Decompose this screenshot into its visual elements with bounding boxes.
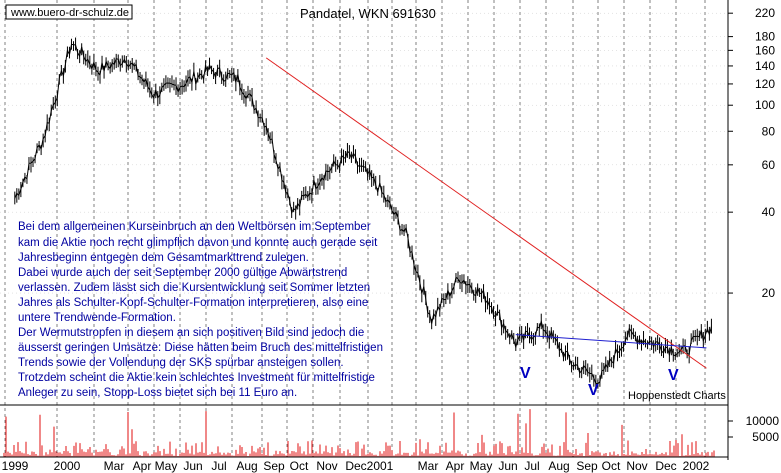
chart-title: Pandatel, WKN 691630 <box>300 6 436 21</box>
x-tick-label: Jun <box>498 459 517 473</box>
price-series <box>14 37 712 392</box>
annotation-line: Bei dem allgemeinen Kurseinbruch an den … <box>18 221 371 233</box>
downtrend-line <box>265 57 707 369</box>
x-tick-labels: 1999 2000 Mar Apr May Jun Jul Aug Sep Oct Nov Dec 20… <box>2 459 710 473</box>
x-tick-label: Dec <box>655 459 676 473</box>
x-tick-label: May <box>470 459 493 473</box>
site-label: www.buero-dr-schulz.de <box>10 7 129 19</box>
annotation-line: untere Trendwende-Formation. <box>18 312 176 324</box>
price-line <box>14 43 712 385</box>
x-tick-label: Mar <box>418 459 439 473</box>
x-tick-label: 1999 <box>2 459 29 473</box>
x-tick-label: Oct <box>602 459 621 473</box>
annotation-text-block: Bei dem allgemeinen Kurseinbruch an den … <box>18 221 383 399</box>
x-tick-label: Nov <box>316 459 337 473</box>
x-tick-label: 2000 <box>54 459 81 473</box>
y-tick-label: 100 <box>755 98 775 112</box>
annotation-line: Trotzdem scheint die Aktie kein schlecht… <box>18 372 375 384</box>
annotation-line: Dabei wurde auch der seit September 2000… <box>18 267 347 279</box>
volume-tick-labels: 10000 5000 <box>728 414 779 444</box>
y-tick-label: 60 <box>762 158 776 172</box>
x-tick-label: Sep <box>263 459 285 473</box>
x-tick-label: Apr <box>133 459 152 473</box>
annotation-line: kam die Aktie noch recht glimpflich davo… <box>18 237 378 249</box>
y-tick-label: 180 <box>755 30 775 44</box>
x-tick-label: Aug <box>236 459 257 473</box>
site-label-box <box>5 4 133 20</box>
x-tick-label: Mar <box>104 459 125 473</box>
y-tick-label: 80 <box>762 124 776 138</box>
y-tick-label: 160 <box>755 43 775 57</box>
x-tick-label: Jul <box>524 459 539 473</box>
x-tick-label: Sep <box>576 459 598 473</box>
volume-bars <box>3 409 715 457</box>
shoulder-marker-left: V <box>520 365 531 382</box>
y-tick-label: 220 <box>755 6 775 20</box>
annotation-line: Trends sowie der Vollendung der SKS spür… <box>18 357 344 369</box>
trendlines <box>265 57 707 369</box>
source-label: Hoppenstedt Charts <box>628 390 726 402</box>
shoulder-marker-right: V <box>668 367 679 384</box>
annotation-line: Jahres als Schulter-Kopf-Schulter-Format… <box>18 297 368 309</box>
x-tick-label: Oct <box>290 459 309 473</box>
annotation-line: verlassen. Zudem lässt sich die Kursentw… <box>18 282 370 294</box>
head-marker: V <box>588 382 599 399</box>
x-tick-label: Dec <box>345 459 366 473</box>
x-tick-label: 2002 <box>683 459 710 473</box>
annotation-line: Der Wermutstropfen in diesem an sich pos… <box>18 327 364 339</box>
volume-tick-label: 10000 <box>746 414 780 428</box>
x-tick-label: 2001 <box>367 459 394 473</box>
y-tick-label: 140 <box>755 59 775 73</box>
annotation-line: Anleger zu sein, Stopp-Loss bietet sich … <box>18 387 297 399</box>
annotation-line: äusserst geringen Umsätze: Diese hätten … <box>18 342 383 354</box>
chart-gridlines <box>0 0 728 457</box>
x-tick-label: Jul <box>211 459 226 473</box>
volume-tick-label: 5000 <box>752 430 779 444</box>
y-tick-label: 40 <box>762 205 776 219</box>
y-tick-label: 20 <box>762 286 776 300</box>
annotation-line: Jahresbeginn entgegen dem Gesamtmarkttre… <box>18 252 309 264</box>
x-tick-label: Aug <box>548 459 569 473</box>
y-tick-label: 120 <box>755 77 775 91</box>
x-tick-label: Apr <box>446 459 465 473</box>
x-tick-label: Jun <box>183 459 202 473</box>
neckline <box>515 334 707 349</box>
x-tick-label: Nov <box>626 459 647 473</box>
x-tick-label: May <box>155 459 178 473</box>
